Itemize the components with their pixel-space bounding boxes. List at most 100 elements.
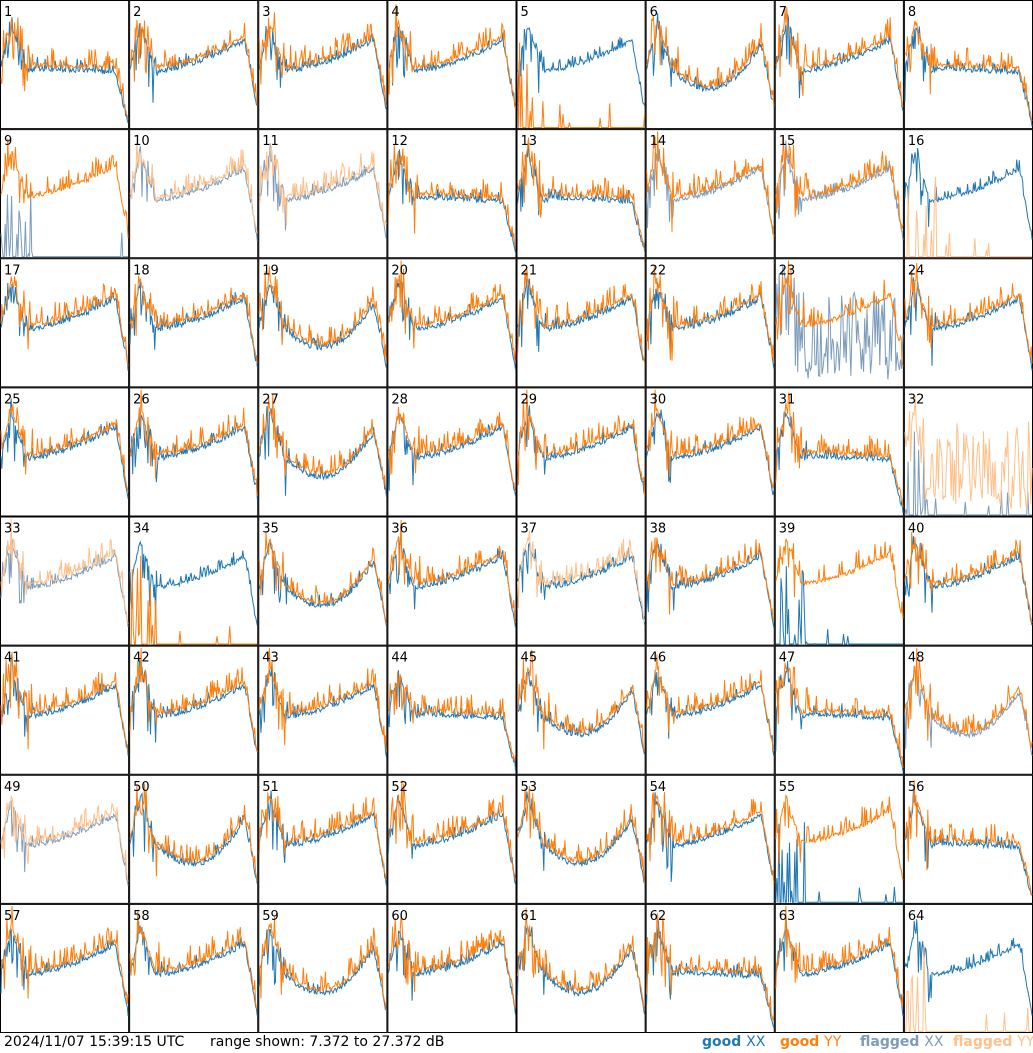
panel-number: 36 bbox=[391, 522, 408, 537]
panel-border bbox=[516, 387, 646, 517]
legend-good-xx: good XX bbox=[702, 1034, 765, 1050]
series-xx bbox=[387, 278, 516, 370]
panel-48: 48 bbox=[903, 645, 1033, 775]
panel-62: 62 bbox=[645, 903, 775, 1033]
panel-56: 56 bbox=[903, 774, 1033, 904]
series-yy bbox=[775, 135, 904, 229]
panel-39: 39 bbox=[774, 516, 904, 646]
panel-12: 12 bbox=[387, 129, 517, 259]
panel-40: 40 bbox=[903, 516, 1033, 646]
series-yy bbox=[129, 909, 258, 1010]
series-yy bbox=[517, 907, 646, 1010]
panel-border bbox=[129, 258, 259, 388]
panel-border bbox=[774, 258, 904, 388]
series-yy bbox=[387, 144, 516, 248]
panel-63: 63 bbox=[774, 903, 904, 1033]
series-yy bbox=[129, 275, 258, 364]
series-xx bbox=[258, 541, 387, 627]
series-xx bbox=[258, 283, 387, 368]
panel-14: 14 bbox=[645, 129, 775, 259]
panel-border bbox=[387, 774, 517, 904]
series-xx bbox=[387, 536, 516, 628]
legend-word: good bbox=[780, 1034, 820, 1050]
panel-28: 28 bbox=[387, 387, 517, 517]
series-yy bbox=[129, 647, 258, 753]
panel-border bbox=[774, 645, 904, 775]
panel-number: 40 bbox=[908, 522, 925, 537]
panel-border bbox=[645, 516, 775, 646]
series-xx bbox=[258, 406, 387, 497]
panel-44: 44 bbox=[387, 645, 517, 775]
panel-number: 64 bbox=[908, 909, 925, 924]
panel-35: 35 bbox=[258, 516, 388, 646]
panel-border bbox=[129, 645, 259, 775]
panel-number: 44 bbox=[391, 651, 408, 666]
panel-border bbox=[129, 387, 259, 517]
panel-number: 38 bbox=[650, 522, 667, 537]
legend-flagged-yy: flagged YY bbox=[953, 1034, 1033, 1050]
panel-number: 23 bbox=[779, 263, 796, 278]
panel-26: 26 bbox=[129, 387, 259, 517]
panel-31: 31 bbox=[774, 387, 904, 517]
series-xx bbox=[387, 413, 516, 497]
panel-number: 57 bbox=[4, 909, 21, 924]
panel-number: 21 bbox=[521, 263, 538, 278]
panel-number: 62 bbox=[650, 909, 667, 924]
panel-number: 34 bbox=[133, 522, 150, 537]
series-yy bbox=[0, 17, 129, 120]
series-yy bbox=[387, 260, 516, 362]
panel-number: 33 bbox=[4, 522, 21, 537]
panel-51: 51 bbox=[258, 774, 388, 904]
series-xx bbox=[387, 149, 516, 253]
series-yy bbox=[904, 779, 1033, 896]
panel-number: 54 bbox=[650, 780, 667, 795]
panel-number: 27 bbox=[262, 392, 279, 407]
series-xx-flagged bbox=[775, 264, 904, 380]
series-yy bbox=[904, 20, 1033, 122]
series-yy bbox=[129, 389, 258, 497]
panel-number: 50 bbox=[133, 780, 150, 795]
panel-number: 61 bbox=[521, 909, 538, 924]
series-yy bbox=[904, 262, 1033, 364]
series-xx bbox=[646, 670, 775, 756]
panel-number: 32 bbox=[908, 392, 925, 407]
panel-border bbox=[516, 0, 646, 130]
panel-45: 45 bbox=[516, 645, 646, 775]
panel-61: 61 bbox=[516, 903, 646, 1033]
panel-border bbox=[258, 774, 388, 904]
series-yy bbox=[646, 15, 775, 107]
panel-number: 63 bbox=[779, 909, 796, 924]
series-xx bbox=[775, 822, 903, 903]
legend-pol: XX bbox=[746, 1034, 766, 1050]
panel-number: 20 bbox=[391, 263, 408, 278]
panel-border bbox=[645, 903, 775, 1033]
panel-33: 33 bbox=[0, 516, 130, 646]
panel-number: 47 bbox=[779, 651, 796, 666]
panel-number: 52 bbox=[391, 780, 408, 795]
legend-pol: YY bbox=[1017, 1034, 1033, 1050]
panel-border bbox=[129, 0, 259, 130]
panel-23: 23 bbox=[774, 258, 904, 388]
panel-22: 22 bbox=[645, 258, 775, 388]
series-xx bbox=[517, 27, 646, 107]
panel-border bbox=[774, 774, 904, 904]
panel-2: 2 bbox=[129, 0, 259, 130]
series-xx-flagged bbox=[0, 191, 129, 258]
panel-number: 60 bbox=[391, 909, 408, 924]
series-yy bbox=[775, 906, 904, 1006]
panel-border bbox=[387, 903, 517, 1033]
panel-border bbox=[516, 129, 646, 259]
series-yy bbox=[129, 19, 258, 105]
series-yy bbox=[646, 537, 775, 622]
panel-border bbox=[774, 903, 904, 1033]
panel-number: 5 bbox=[521, 5, 529, 20]
series-yy bbox=[258, 266, 387, 364]
panel-32: 32 bbox=[903, 387, 1033, 517]
series-xx-flagged bbox=[0, 799, 129, 886]
series-xx bbox=[904, 919, 1033, 1016]
panel-number: 28 bbox=[391, 392, 408, 407]
panel-number: 1 bbox=[4, 5, 12, 20]
series-yy bbox=[258, 393, 387, 489]
panel-41: 41 bbox=[0, 645, 130, 775]
series-xx bbox=[775, 661, 904, 772]
